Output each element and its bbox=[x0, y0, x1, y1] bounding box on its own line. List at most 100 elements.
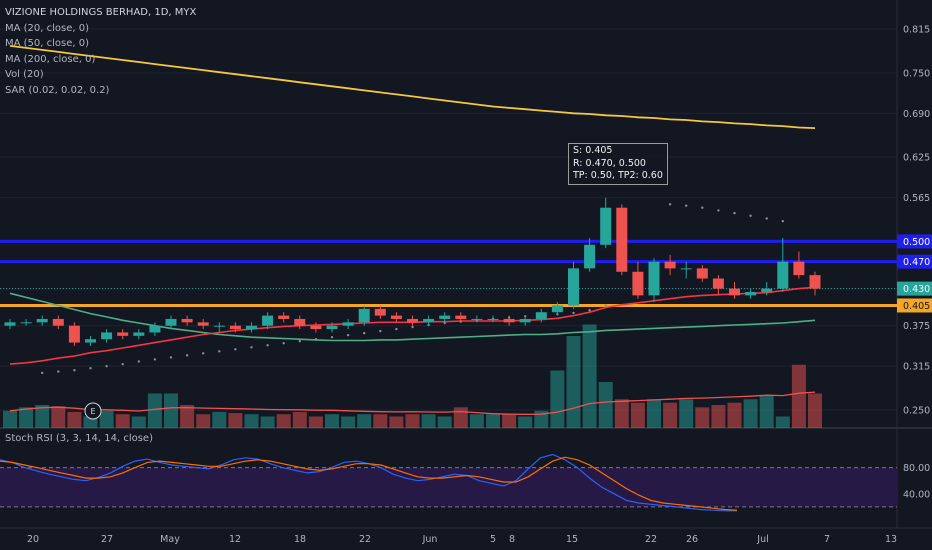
sar-dot bbox=[411, 325, 414, 329]
time-tick-label: 18 bbox=[294, 534, 306, 545]
price-tick-label: 0.565 bbox=[903, 193, 930, 204]
time-tick-label: May bbox=[160, 534, 180, 545]
sar-dot bbox=[153, 358, 157, 361]
candlestick bbox=[294, 315, 306, 330]
candlestick bbox=[487, 315, 499, 323]
sar-dot bbox=[169, 356, 173, 359]
legend-ma200[interactable]: MA (200, close, 0) bbox=[5, 53, 96, 65]
volume-ma-line bbox=[9, 391, 816, 415]
candle-body bbox=[535, 312, 547, 319]
candle-body bbox=[85, 339, 96, 343]
volume-bar bbox=[630, 402, 645, 428]
price-badge bbox=[897, 298, 932, 313]
stoch-rsi-lines bbox=[0, 453, 738, 512]
candle-body bbox=[712, 278, 724, 289]
volume-bar bbox=[147, 393, 162, 428]
earnings-label: E bbox=[90, 407, 95, 416]
volume-bar bbox=[405, 414, 420, 428]
time-tick-label: 22 bbox=[359, 534, 371, 545]
candle-body bbox=[117, 332, 129, 336]
candlestick bbox=[584, 238, 596, 272]
legend-vol[interactable]: Vol (20) bbox=[5, 69, 44, 80]
candle-body bbox=[793, 261, 805, 276]
volume-bar bbox=[19, 407, 34, 428]
volume-bar bbox=[51, 406, 66, 428]
sar-dot bbox=[137, 360, 140, 363]
candlestick bbox=[777, 238, 789, 292]
volume-bar bbox=[421, 414, 436, 428]
earnings-marker[interactable]: E bbox=[84, 402, 102, 420]
volume-bar bbox=[389, 416, 404, 428]
sar-dot bbox=[588, 308, 591, 312]
sar-dot bbox=[572, 311, 575, 315]
time-tick-label: Jun bbox=[422, 534, 438, 545]
candle-body bbox=[213, 325, 225, 327]
sar-dot bbox=[89, 366, 92, 370]
candle-body bbox=[487, 318, 499, 320]
candle-body bbox=[616, 207, 628, 272]
sar-dot bbox=[185, 354, 189, 357]
volume-bar bbox=[711, 405, 726, 428]
candle-body bbox=[390, 315, 402, 319]
candlestick bbox=[407, 315, 418, 326]
stoch-rsi-tick-label: 40.00 bbox=[903, 489, 930, 500]
candlestick bbox=[165, 315, 177, 330]
volume-bar bbox=[663, 402, 678, 428]
candle-body bbox=[809, 275, 821, 289]
volume-bar bbox=[534, 410, 549, 428]
volume-bar bbox=[486, 414, 500, 428]
axes: 0.815 0.750 0.690 0.625 0.565 0.375 0.315 0.250… bbox=[27, 25, 930, 546]
candle-body bbox=[551, 305, 563, 313]
legend-sar[interactable]: SAR (0.02, 0.02, 0.2) bbox=[5, 84, 110, 96]
stoch-rsi-tick-label: 80.00 bbox=[903, 463, 930, 474]
candlestick bbox=[68, 322, 80, 346]
price-tick-label: 0.375 bbox=[903, 321, 930, 332]
candle-body bbox=[745, 291, 757, 296]
candlestick bbox=[342, 318, 354, 330]
candlestick bbox=[761, 281, 773, 296]
price-tick-label: 0.815 bbox=[903, 25, 930, 36]
stoch-rsi-legend[interactable]: Stoch RSI (3, 3, 14, 14, close) bbox=[5, 433, 153, 444]
volume-bar bbox=[791, 364, 806, 428]
price-badge-label: 0.470 bbox=[903, 257, 930, 268]
candle-body bbox=[294, 318, 306, 326]
volume-bar bbox=[437, 416, 452, 428]
price-levels bbox=[0, 239, 897, 307]
time-tick-label: 20 bbox=[27, 534, 39, 545]
candlestick bbox=[36, 315, 48, 326]
time-tick-label: 8 bbox=[509, 534, 515, 545]
volume-bar bbox=[3, 410, 17, 428]
candle-body bbox=[101, 332, 113, 340]
time-tick-label: 26 bbox=[686, 534, 698, 545]
candle-body bbox=[310, 325, 322, 330]
candlestick bbox=[262, 312, 274, 330]
candlestick bbox=[246, 322, 257, 333]
candle-body bbox=[52, 318, 64, 326]
price-badge bbox=[897, 254, 932, 269]
candle-body bbox=[20, 322, 32, 324]
volume-bar bbox=[566, 336, 581, 428]
candlestick bbox=[519, 315, 531, 326]
candle-body bbox=[439, 315, 451, 319]
sar-dot bbox=[266, 344, 269, 347]
candle-body bbox=[777, 261, 789, 289]
sar-dot bbox=[250, 346, 253, 349]
volume-bar bbox=[180, 405, 195, 428]
volume-bar bbox=[115, 414, 130, 428]
volume-bar bbox=[35, 405, 50, 428]
volume-bar bbox=[518, 416, 533, 428]
candlesticks[interactable] bbox=[4, 197, 821, 346]
candlestick bbox=[600, 197, 612, 249]
candle-body bbox=[503, 318, 515, 323]
volume-bar bbox=[196, 414, 211, 428]
price-tick-label: 0.250 bbox=[903, 406, 930, 417]
volume-bar bbox=[550, 370, 565, 428]
volume-bar bbox=[469, 414, 484, 428]
sar-dot bbox=[234, 348, 237, 351]
symbol-title[interactable]: VIZIONE HOLDINGS BERHAD, 1D, MYX bbox=[5, 7, 197, 18]
volume-bar bbox=[647, 399, 661, 428]
legend-ma50[interactable]: MA (50, close, 0) bbox=[5, 38, 90, 49]
trade-annotation[interactable]: S: 0.405 R: 0.470, 0.500 TP: 0.50, TP2: … bbox=[568, 143, 668, 185]
legend-ma20[interactable]: MA (20, close, 0) bbox=[5, 22, 90, 34]
